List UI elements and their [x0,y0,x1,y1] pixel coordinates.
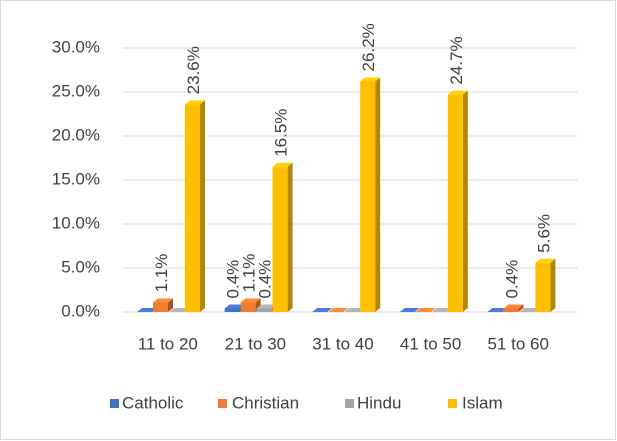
x-tick-label: 41 to 50 [400,334,461,353]
y-tick-label: 5.0% [61,257,100,276]
data-label: 23.6% [184,46,203,94]
bar-side [462,90,468,312]
x-tick-label: 21 to 30 [225,334,286,353]
bar [256,308,272,312]
y-tick-label: 10.0% [52,213,100,232]
bar-top [503,304,524,309]
legend-swatch [218,399,227,408]
y-tick-label: 25.0% [52,81,100,100]
bar-top [360,77,381,82]
bar-top [399,308,420,312]
legend-label: Catholic [122,393,184,412]
bar-side [287,162,293,312]
bar-top [169,308,189,312]
bar [240,302,256,312]
bar-top [431,308,452,312]
x-tick-label: 31 to 40 [312,334,373,353]
bar-top [487,308,508,312]
x-tick-label: 51 to 60 [487,334,548,353]
data-label: 0.4% [224,260,243,299]
data-label: 1.1% [152,254,171,293]
bar-top [224,304,245,309]
data-label: 5.6% [534,214,553,253]
y-tick-label: 0.0% [61,301,100,320]
bar [185,104,200,312]
bar-top [185,100,205,105]
y-tick-label: 15.0% [52,169,100,188]
bar-side [550,258,556,312]
bar [272,166,288,312]
bar-top [328,308,349,312]
bar-top [344,308,365,312]
y-tick-label: 20.0% [52,125,100,144]
y-tick-label: 30.0% [52,37,100,56]
bar-side [375,77,381,312]
bar-top [447,90,468,95]
data-label: 24.7% [447,36,466,84]
bar [153,302,168,312]
data-label: 0.4% [502,260,521,299]
legend-swatch [110,399,119,408]
data-label: 26.2% [359,23,378,71]
bar-top [272,162,293,167]
legend-swatch [345,399,354,408]
bar-top [312,308,333,312]
bar-side [518,304,524,312]
bar-top [519,308,540,312]
bar-top [153,298,173,303]
bar-top [535,258,556,263]
bar [224,308,240,312]
data-label: 16.5% [272,109,291,157]
bar-side [168,298,173,312]
bar [535,262,551,312]
bar-top [240,298,261,303]
x-tick-label: 11 to 20 [138,334,198,353]
bar-side [200,100,205,312]
data-label: 0.4% [256,260,275,299]
data-label: 1.1% [240,254,259,293]
bar-top [256,304,277,309]
bar-top [137,308,157,312]
bar [447,94,463,312]
legend-label: Islam [462,393,503,412]
legend-label: Christian [232,393,299,412]
bar [503,308,519,312]
bar [360,81,376,312]
bar-top [415,308,436,312]
legend-label: Hindu [357,393,401,412]
legend-swatch [448,399,457,408]
